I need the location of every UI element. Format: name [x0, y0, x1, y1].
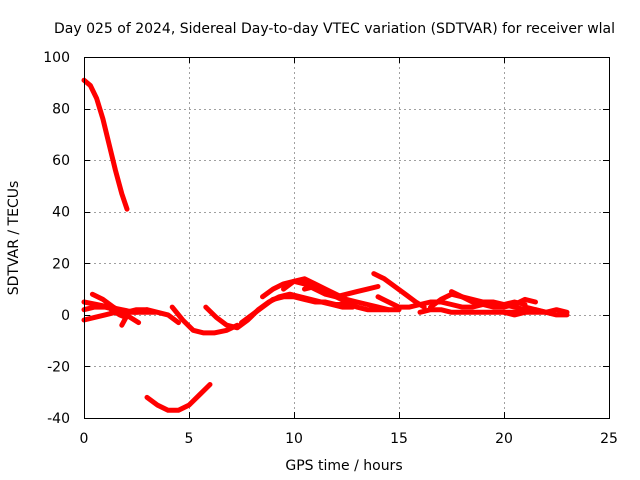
plot-frame [84, 57, 610, 419]
data-series-8 [169, 304, 240, 336]
chart-title: Day 025 of 2024, Sidereal Day-to-day VTE… [54, 21, 615, 37]
y-tick-label: 80 [52, 102, 70, 118]
y-tick-label: 20 [52, 256, 70, 272]
x-tick-label: 25 [600, 431, 618, 447]
data-series-5 [89, 291, 142, 326]
data-series-13 [302, 284, 391, 313]
x-tick-label: 15 [390, 431, 408, 447]
data-series-6 [108, 307, 129, 328]
grid-lines [84, 57, 609, 418]
x-tick-label: 5 [185, 431, 194, 447]
data-series-17 [449, 289, 538, 310]
data-series-10 [239, 294, 349, 326]
x-tick-label: 20 [495, 431, 513, 447]
y-tick-label: 100 [43, 50, 70, 66]
y-tick-label: 40 [52, 205, 70, 221]
y-tick-label: -20 [47, 359, 70, 375]
data-series-20 [522, 304, 570, 315]
axis-ticks: 0 5 10 15 20 25 -40 -20 0 20 40 60 80 100 [43, 50, 618, 447]
x-tick-label: 10 [285, 431, 303, 447]
x-tick-label: 0 [80, 431, 89, 447]
data-series-layer [81, 77, 570, 413]
x-axis-label: GPS time / hours [285, 458, 402, 474]
data-series-1 [81, 77, 130, 212]
y-tick-label: -40 [47, 411, 70, 427]
y-axis-label: SDTVAR / TECUs [6, 181, 22, 296]
y-tick-label: 0 [61, 308, 70, 324]
data-series-7 [144, 382, 213, 413]
y-tick-label: 60 [52, 153, 70, 169]
